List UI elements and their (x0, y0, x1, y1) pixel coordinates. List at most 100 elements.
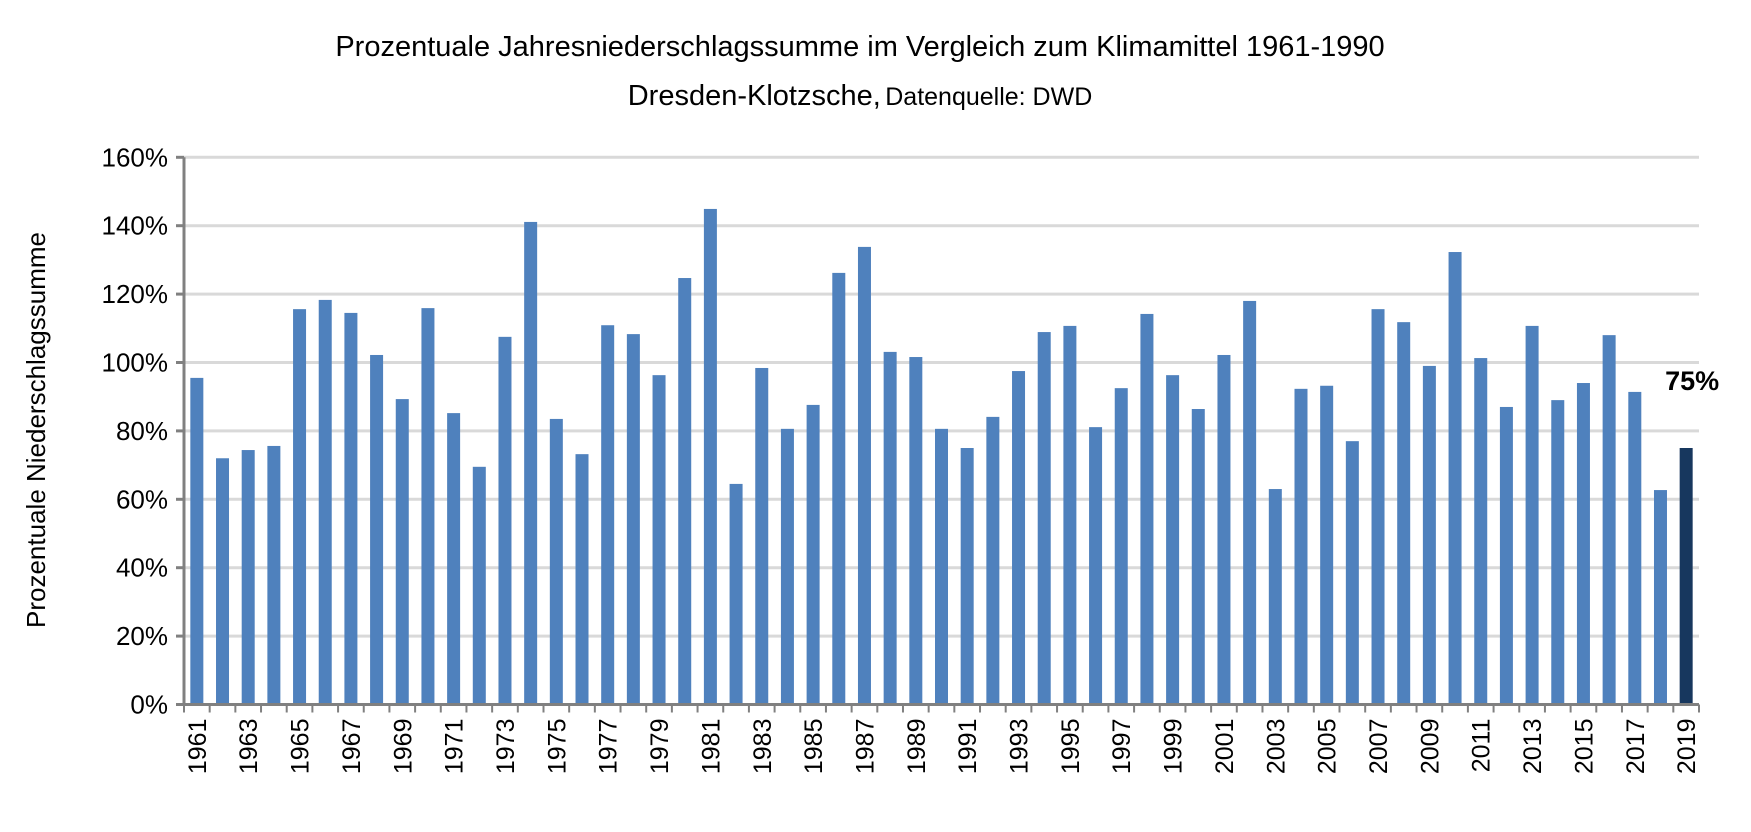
x-tick-label: 1993 (1006, 719, 1034, 775)
bar-1986 (832, 272, 846, 705)
x-tick-label: 2001 (1211, 719, 1239, 775)
bar-2019 (1679, 448, 1693, 705)
subtitle-source: Datenquelle: DWD (885, 83, 1092, 111)
y-tick-label: 40% (116, 553, 168, 583)
x-tick-label: 2007 (1365, 719, 1393, 775)
bar-2015 (1576, 383, 1590, 705)
bar-1964 (267, 445, 281, 705)
bar-2004 (1294, 388, 1308, 705)
bar-1989 (909, 357, 923, 705)
bar-2003 (1268, 489, 1282, 705)
x-tick-label: 1997 (1108, 719, 1136, 775)
y-tick-label: 80% (116, 416, 168, 446)
x-tick-label: 1969 (389, 719, 417, 775)
bar-1963 (241, 450, 255, 705)
bar-2011 (1474, 358, 1488, 705)
x-tick-label: 1971 (441, 719, 469, 775)
bar-1966 (318, 299, 332, 705)
bar-1975 (549, 418, 563, 705)
x-tick-label: 1987 (851, 719, 879, 775)
bar-1980 (678, 278, 692, 705)
bar-2018 (1653, 490, 1667, 705)
y-axis-title: Prozentuale Niederschlagssumme (21, 232, 51, 628)
x-tick-label: 1981 (697, 719, 725, 775)
bar-1962 (216, 458, 230, 705)
bar-1984 (780, 428, 794, 705)
bar-1981 (703, 208, 717, 705)
x-tick-label: 1967 (338, 719, 366, 775)
bar-1997 (1114, 388, 1128, 705)
bar-2002 (1243, 300, 1257, 705)
x-tick-label: 1961 (184, 719, 212, 775)
y-tick-labels: 0% 20% 40% 60% 80% 100% 120% 140% 160% (102, 142, 169, 719)
y-tick-label: 140% (102, 211, 169, 241)
bar-1978 (626, 334, 640, 705)
bar-1972 (472, 466, 486, 705)
y-tick-label: 120% (102, 279, 169, 309)
data-label-2019: 75% (1665, 366, 1719, 396)
x-tick-label: 1995 (1057, 719, 1085, 775)
x-tick-label: 2019 (1673, 719, 1701, 775)
bar-1982 (729, 483, 743, 705)
y-tick-label: 160% (102, 142, 169, 172)
bar-1983 (755, 367, 769, 705)
bar-1965 (293, 309, 307, 705)
x-tick-label: 2013 (1519, 719, 1547, 775)
bar-1992 (986, 416, 1000, 705)
x-tick-label: 1991 (954, 719, 982, 775)
bar-1994 (1037, 332, 1051, 705)
chart-subtitle: Dresden-Klotzsche, Datenquelle: DWD (628, 80, 1093, 112)
bar-1988 (883, 351, 897, 705)
bar-1993 (1012, 371, 1026, 705)
bar-1969 (395, 399, 409, 705)
bar-1973 (498, 336, 512, 705)
x-tick-label: 1965 (287, 719, 315, 775)
bar-2012 (1499, 406, 1513, 705)
bar-1995 (1063, 325, 1077, 705)
bar-1970 (421, 308, 435, 705)
subtitle-station: Dresden-Klotzsche, (628, 80, 881, 112)
bar-1979 (652, 375, 666, 705)
bar-1967 (344, 312, 358, 705)
x-tick-label: 2011 (1468, 719, 1496, 773)
bar-1990 (935, 428, 948, 705)
y-tick-label: 60% (116, 484, 168, 514)
x-tick-label: 2017 (1622, 719, 1650, 775)
bar-2009 (1422, 365, 1436, 705)
bar-1961 (190, 377, 204, 705)
bar-2007 (1371, 309, 1385, 705)
x-tick-label: 1983 (749, 719, 777, 775)
bar-1996 (1089, 427, 1103, 705)
x-tick-label: 1975 (543, 719, 571, 775)
bar-1974 (524, 221, 538, 705)
x-tick-label: 1999 (1160, 719, 1188, 775)
x-tick-label: 1973 (492, 719, 520, 775)
y-tick-label: 0% (130, 690, 168, 720)
x-tick-labels: 1961 1963 1965 1967 1969 1971 1973 1975 1977 1979… (184, 719, 1701, 775)
x-tick-label: 2005 (1314, 719, 1342, 775)
x-tick-label: 1985 (800, 719, 828, 775)
x-tick-label: 2003 (1262, 719, 1290, 775)
x-tick-label: 2009 (1416, 719, 1444, 775)
x-tick-label: 1977 (595, 719, 623, 775)
bar-2013 (1525, 325, 1539, 705)
x-tick-label: 1963 (235, 719, 263, 775)
chart-title: Prozentuale Jahresniederschlagssumme im … (335, 31, 1384, 63)
bar-2016 (1602, 335, 1616, 705)
x-tick-label: 1979 (646, 719, 674, 775)
bar-2017 (1628, 391, 1642, 705)
bar-1985 (806, 404, 820, 705)
bar-1977 (601, 325, 615, 705)
bar-1999 (1166, 375, 1180, 705)
x-tick-label: 2015 (1570, 719, 1598, 775)
x-tick-label: 1989 (903, 719, 931, 775)
bar-1968 (370, 354, 384, 705)
bar-2001 (1217, 354, 1231, 705)
bar-2010 (1448, 252, 1462, 705)
bar-1991 (960, 448, 974, 705)
bar-2014 (1551, 400, 1565, 705)
bar-2008 (1397, 322, 1411, 705)
bar-1998 (1140, 313, 1154, 705)
bar-1987 (857, 246, 871, 705)
